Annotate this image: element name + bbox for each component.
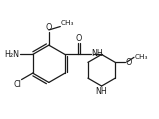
Text: O: O [126,58,132,67]
Text: NH: NH [96,87,107,96]
Text: CH₃: CH₃ [134,54,148,60]
Text: CH₃: CH₃ [61,20,74,26]
Text: H₂N: H₂N [4,50,19,59]
Text: NH: NH [92,49,103,58]
Text: Cl: Cl [13,80,21,89]
Text: O: O [46,23,52,32]
Text: O: O [76,34,82,43]
